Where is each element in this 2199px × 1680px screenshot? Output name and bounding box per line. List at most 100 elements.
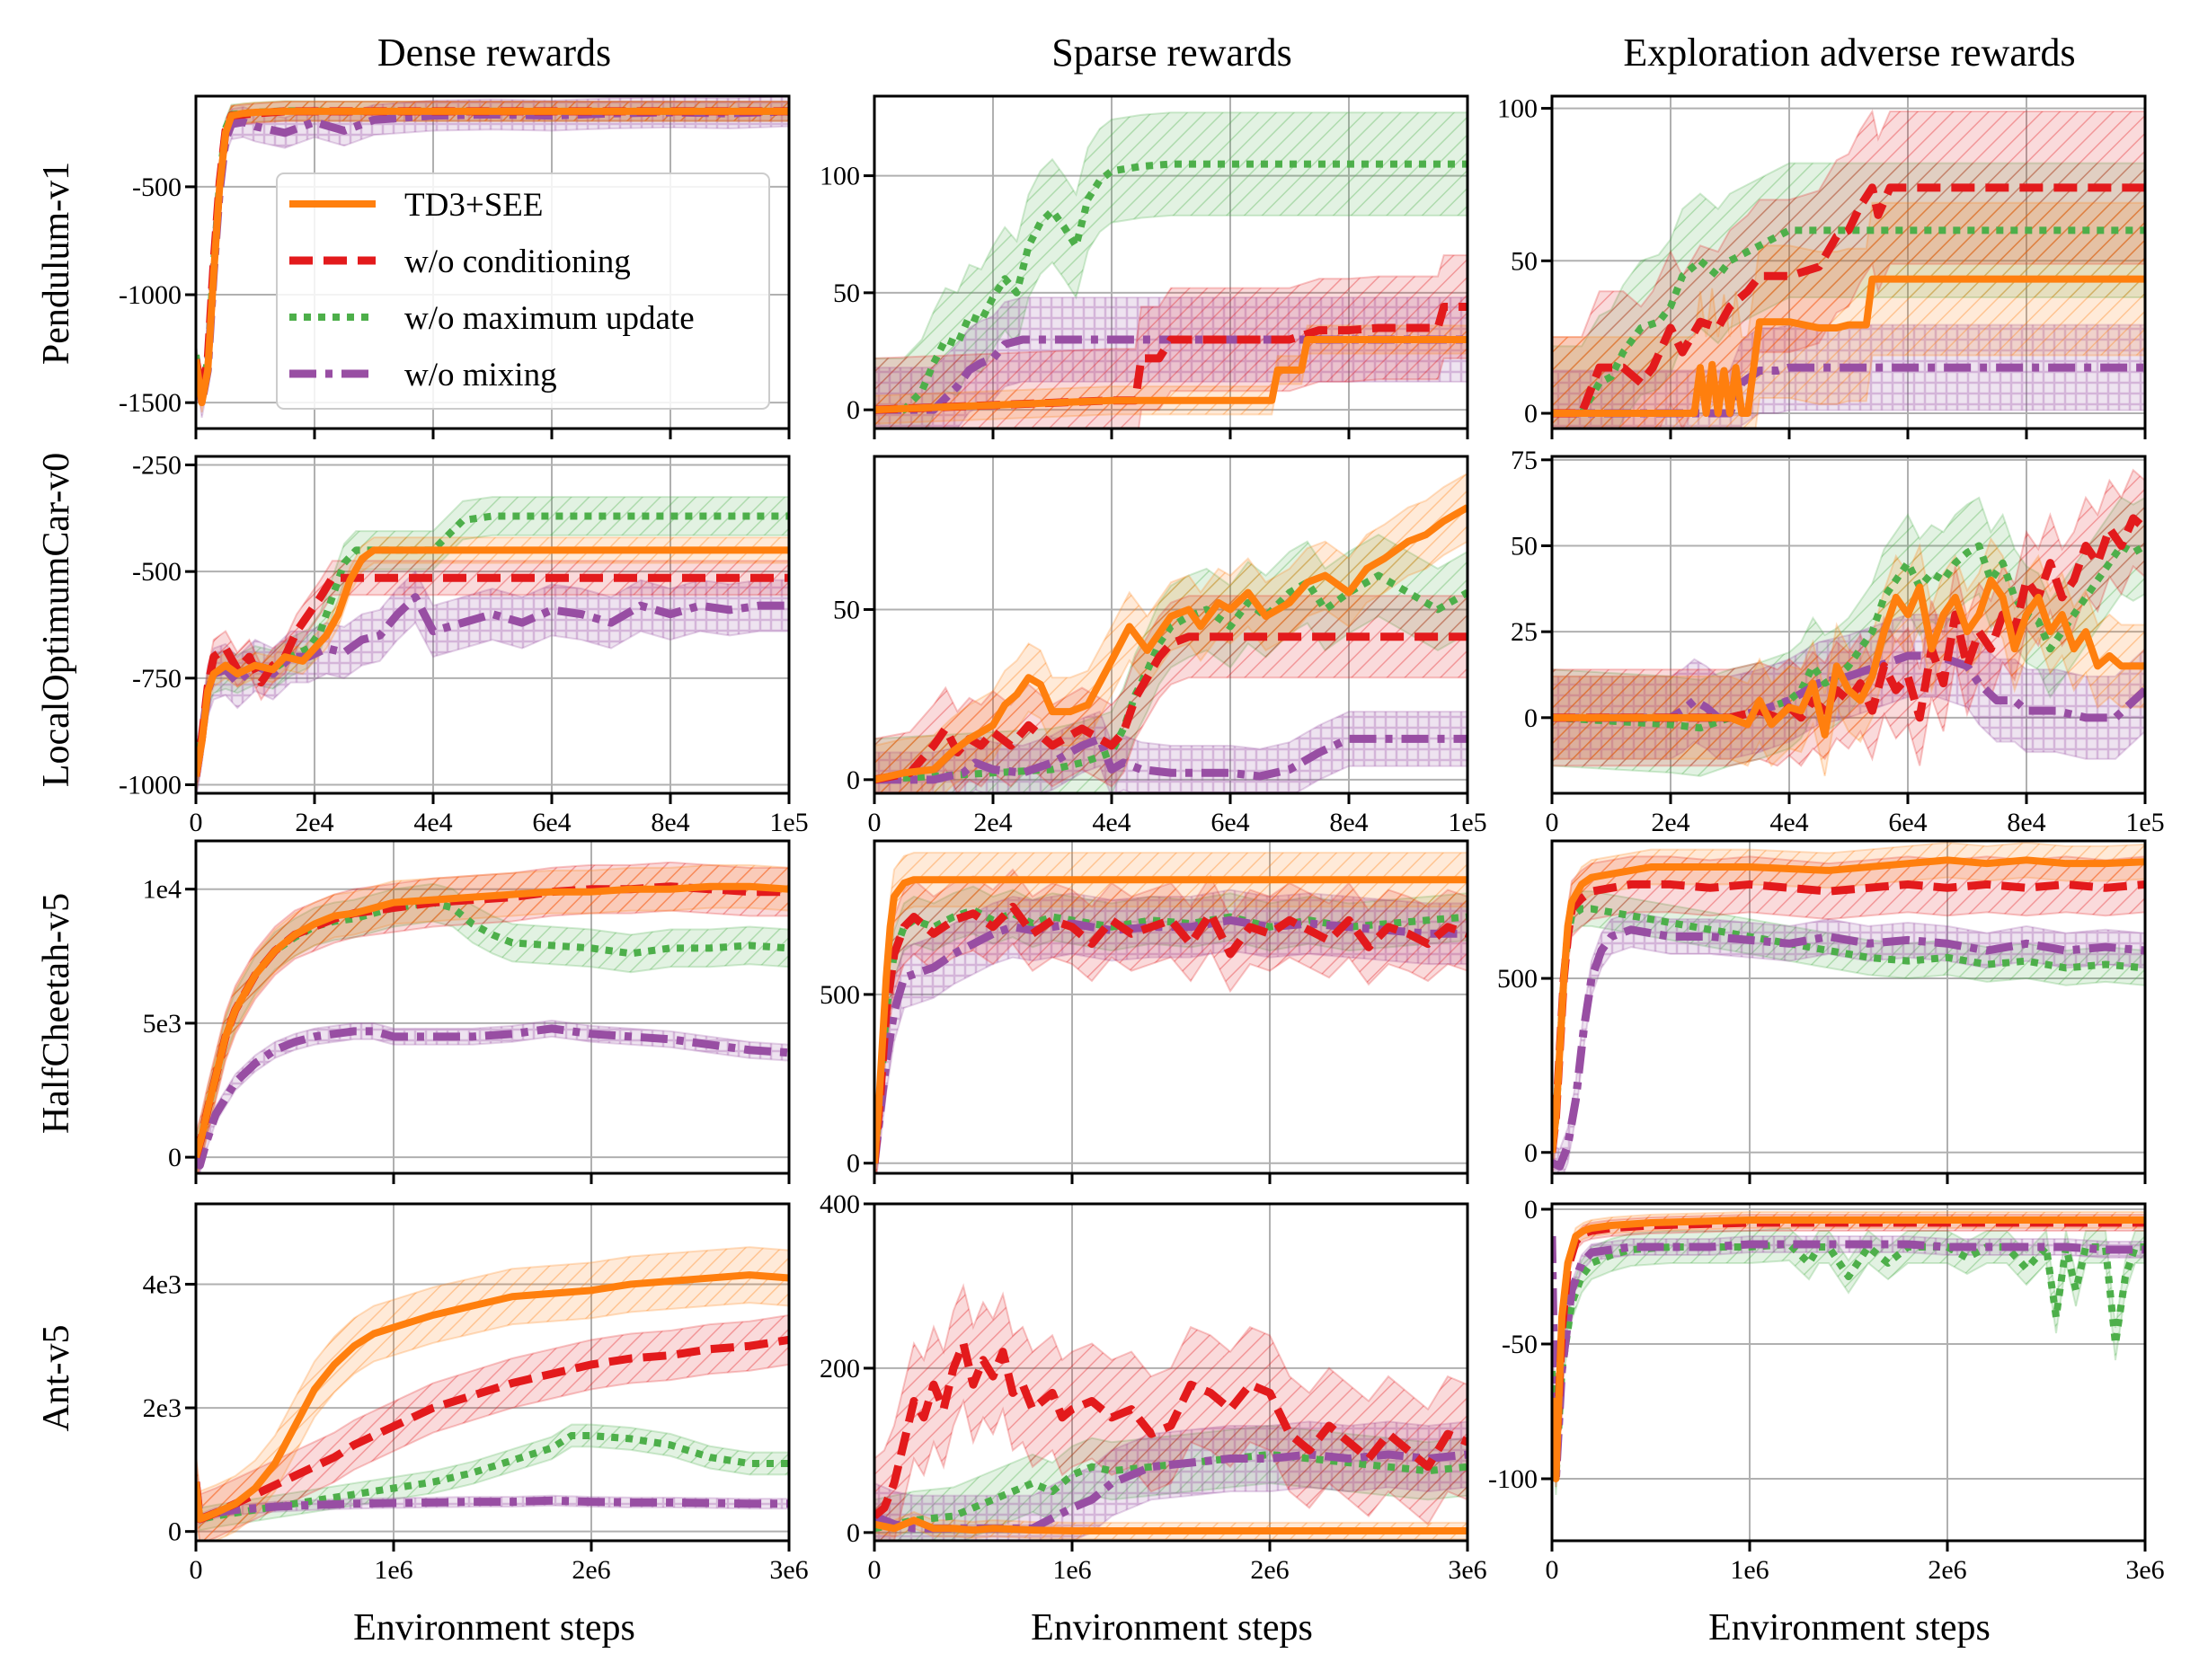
panel-frame — [1550, 839, 2147, 1175]
panel-frame — [194, 455, 791, 795]
line-w-o-mixing — [874, 734, 1467, 784]
x-tick-label: 1e5 — [1448, 808, 1486, 837]
band-hatch-w-o-conditioning — [1552, 856, 2145, 1173]
y-tick-label: 0 — [847, 395, 860, 425]
x-tick-label: 8e4 — [1329, 808, 1368, 837]
x-tick-label: 2e6 — [1250, 1555, 1289, 1585]
panel-frame — [1550, 455, 2147, 795]
x-tick-label: 2e6 — [572, 1555, 610, 1585]
series-group — [1552, 1211, 2145, 1496]
x-tick-label: 3e6 — [769, 1555, 808, 1585]
line-w-o-maximum-update — [874, 906, 1467, 1164]
x-tick-label: 4e4 — [1092, 808, 1131, 837]
y-tick-label: 0 — [1524, 703, 1538, 733]
band-hatch-w-o-conditioning — [196, 1314, 789, 1541]
x-tick-label: 2e6 — [1928, 1555, 1966, 1585]
y-tick-label: 0 — [1524, 1195, 1538, 1225]
panel-ant-v5-sparse-rewards: 0 200 400 0 1e6 2e6 3e6 — [820, 1189, 1487, 1585]
x-tick-label: 2e4 — [1651, 808, 1689, 837]
x-tick-label: 0 — [190, 1555, 203, 1585]
x-axis-label-exploration-adverse: Environment steps — [1708, 1607, 1991, 1649]
series-group — [874, 472, 1467, 793]
line-w-o-maximum-update — [196, 898, 789, 1159]
line-w-o-maximum-update — [1552, 542, 2145, 732]
panel-pendulum-v1-exploration-adverse-rewards: 0 50 100 — [1497, 94, 2147, 439]
panel-pendulum-v1-dense-rewards: -1500 -1000 -500 — [119, 94, 791, 439]
line-w-o-mixing — [1552, 363, 2145, 418]
x-tick-labels-row2: 0 2e4 4e4 6e4 8e4 1e5 — [868, 808, 1487, 837]
y-tick-label: 0 — [168, 1143, 182, 1172]
column-title-dense: Dense rewards — [377, 31, 611, 75]
panel-frame — [873, 455, 1469, 795]
line-td3-see — [1552, 856, 2145, 1154]
band-hatch-w-o-maximum-update — [874, 112, 1467, 429]
band-hatch-w-o-conditioning — [196, 561, 789, 793]
x-tick-label: 4e4 — [413, 808, 452, 837]
x-tick-label: 6e4 — [532, 808, 571, 837]
y-tick-label: 0 — [1524, 1138, 1538, 1168]
column-title-sparse: Sparse rewards — [1051, 31, 1292, 75]
y-tick-label: 50 — [1511, 246, 1538, 276]
line-td3-see — [1552, 576, 2145, 738]
line-w-o-mixing — [1552, 1235, 2145, 1483]
line-w-o-mixing — [196, 593, 789, 777]
x-tick-label: 0 — [1546, 1555, 1559, 1585]
x-tick-label: 0 — [1546, 808, 1559, 837]
y-tick-label: 100 — [820, 162, 860, 191]
line-td3-see — [874, 876, 1467, 1164]
x-tick-label: 8e4 — [2007, 808, 2045, 837]
series-group — [196, 496, 789, 793]
y-tick-label: 25 — [1511, 617, 1538, 647]
series-group — [1552, 841, 2145, 1173]
line-w-o-maximum-update — [874, 1450, 1467, 1533]
line-w-o-conditioning — [196, 573, 789, 777]
panel-frame — [194, 839, 791, 1175]
line-w-o-maximum-update — [196, 512, 789, 777]
x-tick-labels-row2: 0 2e4 4e4 6e4 8e4 1e5 — [1546, 808, 2165, 837]
y-tick-label: -500 — [132, 557, 182, 587]
y-tick-label: -750 — [132, 664, 182, 694]
panel-ant-v5-dense-rewards: 0 2e3 4e3 0 1e6 2e6 3e6 — [143, 1202, 809, 1585]
line-w-o-maximum-update — [874, 160, 1467, 414]
x-tick-label: 1e6 — [1730, 1555, 1769, 1585]
series-group — [196, 861, 789, 1173]
band-hatch-w-o-conditioning — [196, 862, 789, 1173]
band-hatch-td3-see — [874, 473, 1467, 793]
y-tick-label: 500 — [820, 980, 860, 1010]
y-tick-label: 0 — [1524, 399, 1538, 429]
y-tick-label: 0 — [847, 1518, 860, 1548]
band-hatch-w-o-conditioning — [874, 869, 1467, 1173]
line-td3-see — [874, 1516, 1467, 1535]
x-tick-label: 3e6 — [2125, 1555, 2164, 1585]
x-tick-labels-row2: 0 2e4 4e4 6e4 8e4 1e5 — [190, 808, 809, 837]
legend-label-wo-conditioning: w/o conditioning — [404, 243, 631, 280]
line-td3-see — [874, 504, 1467, 783]
y-tick-label: 200 — [820, 1354, 860, 1384]
x-axis-label-sparse: Environment steps — [1031, 1607, 1313, 1649]
line-td3-see — [196, 546, 789, 777]
panel-ant-v5-exploration-adverse-rewards: -100 -50 0 0 1e6 2e6 3e6 — [1488, 1195, 2165, 1585]
y-tick-label: -1000 — [119, 280, 182, 310]
series-group — [874, 1283, 1467, 1541]
line-w-o-mixing — [874, 335, 1467, 414]
y-tick-label: 1e4 — [143, 875, 182, 905]
panel-frame — [873, 839, 1469, 1175]
series-group — [874, 852, 1467, 1173]
x-tick-label: 8e4 — [651, 808, 689, 837]
line-w-o-maximum-update — [196, 1432, 789, 1523]
y-tick-label: 100 — [1497, 94, 1538, 124]
panel-localoptimumcar-v0-sparse-rewards: 0 50 — [833, 455, 1469, 804]
line-td3-see — [196, 1271, 789, 1523]
band-hatch-w-o-conditioning — [874, 596, 1467, 793]
x-tick-label: 3e6 — [1448, 1555, 1486, 1585]
line-w-o-conditioning — [874, 1339, 1467, 1520]
y-tick-label: 0 — [847, 765, 860, 795]
line-w-o-maximum-update — [1552, 226, 2145, 418]
x-tick-label: 6e4 — [1210, 808, 1249, 837]
x-tick-label: 1e6 — [1052, 1555, 1091, 1585]
legend: TD3+SEE w/o conditioning w/o maximum upd… — [276, 172, 770, 410]
panel-halfcheetah-v5-sparse-rewards: 0 500 — [820, 839, 1469, 1184]
panel-halfcheetah-v5-dense-rewards: 0 5e3 1e4 — [143, 839, 791, 1184]
x-tick-label: 0 — [868, 808, 882, 837]
